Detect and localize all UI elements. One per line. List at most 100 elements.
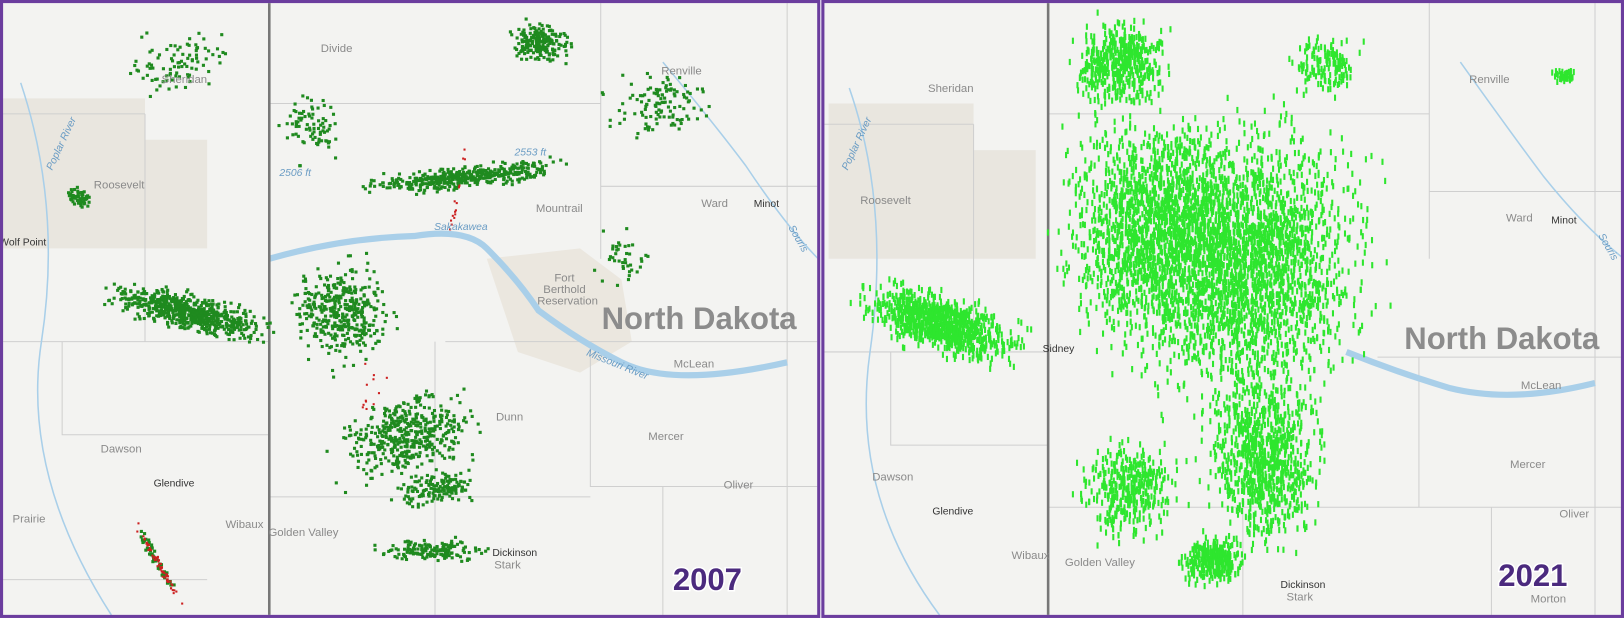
well [136, 305, 140, 309]
well [554, 39, 559, 43]
well [196, 60, 200, 64]
well [425, 546, 429, 550]
well [1209, 294, 1212, 302]
well [393, 555, 397, 559]
well [329, 345, 333, 349]
well [343, 319, 347, 323]
place-label: Minot [754, 199, 779, 210]
well [1337, 321, 1340, 328]
well [161, 570, 164, 574]
well [672, 88, 676, 92]
well [1197, 138, 1200, 145]
well [432, 497, 436, 501]
well [70, 190, 74, 194]
well [396, 428, 400, 432]
well [625, 227, 629, 231]
well [235, 325, 239, 329]
well [1268, 130, 1271, 137]
well [374, 341, 378, 345]
well [520, 176, 524, 180]
well [185, 290, 189, 294]
well [414, 405, 418, 409]
well [183, 327, 187, 331]
well [1224, 235, 1227, 242]
well [370, 476, 374, 480]
well [345, 313, 349, 317]
well [343, 490, 348, 495]
well [249, 336, 253, 341]
well [467, 468, 471, 472]
well [1225, 295, 1228, 302]
well [1276, 308, 1279, 315]
well [202, 37, 206, 41]
well [471, 178, 476, 182]
well [1243, 156, 1246, 163]
well [1162, 214, 1165, 222]
well [294, 110, 298, 114]
well [298, 307, 302, 311]
well [1257, 383, 1260, 390]
well [147, 541, 151, 545]
well [520, 40, 525, 44]
well [1223, 301, 1226, 308]
well [78, 198, 82, 202]
well [1292, 346, 1295, 353]
well [1281, 288, 1284, 295]
well [436, 497, 440, 501]
well [298, 322, 302, 326]
well [1227, 318, 1230, 326]
well [1330, 203, 1333, 211]
well [243, 319, 248, 323]
well [205, 332, 209, 336]
well [669, 123, 673, 127]
well [436, 177, 441, 182]
well [395, 455, 399, 459]
well [450, 551, 454, 555]
well [539, 53, 543, 57]
well [379, 458, 383, 462]
place-label: Reservation [537, 295, 598, 307]
well [389, 181, 393, 185]
well [1264, 233, 1267, 241]
well [174, 309, 178, 313]
well [403, 555, 408, 559]
well [1223, 215, 1226, 223]
well [1334, 239, 1337, 246]
well [326, 299, 330, 303]
well [141, 76, 145, 80]
well [165, 314, 169, 318]
well [328, 295, 332, 299]
well [1257, 306, 1260, 313]
well [165, 311, 170, 315]
well [1228, 252, 1231, 259]
well [152, 295, 156, 299]
well [454, 473, 458, 477]
well [1219, 177, 1222, 184]
well [1276, 340, 1280, 348]
well [319, 276, 323, 281]
well [414, 474, 418, 478]
well [425, 454, 429, 458]
well [463, 545, 468, 549]
well [1240, 281, 1243, 288]
well [189, 324, 193, 328]
well [425, 500, 429, 504]
well [180, 308, 184, 312]
well [188, 308, 192, 312]
well [1293, 265, 1296, 272]
well [1314, 264, 1318, 271]
well [1320, 268, 1323, 276]
well [476, 169, 480, 173]
well [1238, 270, 1241, 277]
well [204, 328, 208, 332]
well [211, 53, 215, 57]
well [192, 303, 196, 307]
well [167, 302, 171, 306]
well [196, 322, 200, 326]
well [1215, 311, 1218, 318]
well [1304, 291, 1307, 298]
well [422, 435, 426, 439]
well [1208, 156, 1211, 163]
well [373, 456, 378, 461]
well [635, 136, 639, 140]
